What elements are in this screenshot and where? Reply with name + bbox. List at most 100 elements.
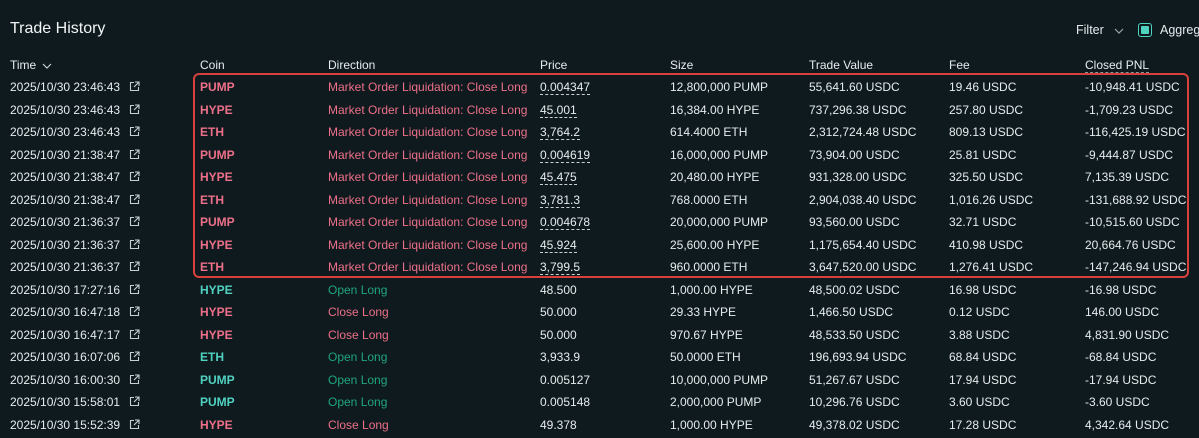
external-link-icon[interactable] — [129, 238, 140, 250]
filter-button[interactable]: Filter — [1076, 23, 1104, 37]
time-cell: 2025/10/30 15:58:01 — [10, 395, 121, 409]
direction-cell: Open Long — [328, 372, 388, 387]
column-header: Size — [670, 58, 694, 72]
size-cell: 614.4000 ETH — [670, 125, 748, 139]
direction-cell: Market Order Liquidation: Close Long — [328, 215, 528, 229]
fee-cell: 257.80 USDC — [949, 102, 1024, 117]
fee-cell: 17.94 USDC — [949, 372, 1017, 387]
price-cell: 50.000 — [540, 327, 577, 342]
column-header[interactable]: Time — [10, 58, 37, 72]
trade-value-cell: 737,296.38 USDC — [809, 102, 907, 117]
coin-cell: PUMP — [200, 395, 235, 409]
time-cell: 2025/10/30 21:36:37 — [10, 237, 121, 252]
fee-cell: 0.12 USDC — [949, 305, 1010, 319]
fee-cell: 19.46 USDC — [949, 80, 1017, 94]
column-header: Direction — [328, 58, 376, 72]
coin-cell: HYPE — [200, 305, 233, 319]
trade-value-cell: 55,641.60 USDC — [809, 80, 900, 94]
price-cell: 0.005148 — [540, 395, 591, 409]
size-cell: 1,000.00 HYPE — [670, 417, 753, 432]
time-cell: 2025/10/30 23:46:43 — [10, 80, 121, 94]
time-cell: 2025/10/30 16:00:30 — [10, 372, 121, 387]
price-cell: 45.475 — [540, 170, 577, 185]
direction-cell: Open Long — [328, 350, 388, 364]
trade-value-cell: 49,378.02 USDC — [809, 417, 900, 432]
closed-pnl-cell: -116,425.19 USDC — [1085, 125, 1186, 139]
trade-value-cell: 2,312,724.48 USDC — [809, 125, 917, 139]
trade-value-cell: 931,328.00 USDC — [809, 170, 907, 184]
fee-cell: 16.98 USDC — [949, 282, 1017, 297]
time-cell: 2025/10/30 21:38:47 — [10, 192, 121, 207]
sort-chevron[interactable] — [42, 62, 52, 70]
column-header: Trade Value — [809, 58, 874, 72]
coin-cell: HYPE — [200, 237, 233, 252]
direction-cell: Market Order Liquidation: Close Long — [328, 102, 528, 117]
size-cell: 10,000,000 PUMP — [670, 372, 769, 387]
closed-pnl-cell: 146.00 USDC — [1085, 305, 1160, 319]
time-cell: 2025/10/30 21:38:47 — [10, 170, 121, 184]
external-link-icon[interactable] — [129, 103, 140, 115]
fee-cell: 1,276.41 USDC — [949, 260, 1034, 274]
direction-cell: Market Order Liquidation: Close Long — [328, 80, 528, 94]
external-link-icon[interactable] — [129, 126, 140, 137]
size-cell: 16,000,000 PUMP — [670, 147, 769, 162]
coin-cell: PUMP — [200, 215, 235, 229]
direction-cell: Market Order Liquidation: Close Long — [328, 147, 528, 162]
trade-value-cell: 1,175,654.40 USDC — [809, 237, 917, 252]
fee-cell: 3.88 USDC — [949, 327, 1010, 342]
direction-cell: Market Order Liquidation: Close Long — [328, 237, 528, 252]
trade-value-cell: 48,533.50 USDC — [809, 327, 900, 342]
coin-cell: HYPE — [200, 282, 233, 297]
closed-pnl-cell: -10,948.41 USDC — [1085, 80, 1180, 94]
fee-cell: 809.13 USDC — [949, 125, 1024, 139]
closed-pnl-cell: -16.98 USDC — [1085, 282, 1157, 297]
closed-pnl-cell: -3.60 USDC — [1085, 395, 1150, 409]
external-link-icon[interactable] — [129, 148, 140, 160]
external-link-icon[interactable] — [129, 283, 140, 295]
fee-cell: 68.84 USDC — [949, 350, 1017, 364]
time-cell: 2025/10/30 21:38:47 — [10, 147, 121, 162]
coin-cell: ETH — [200, 350, 224, 364]
size-cell: 12,800,000 PUMP — [670, 80, 769, 94]
trade-value-cell: 93,560.00 USDC — [809, 215, 900, 229]
coin-cell: HYPE — [200, 102, 233, 117]
trade-value-cell: 10,296.76 USDC — [809, 395, 900, 409]
time-cell: 2025/10/30 16:07:06 — [10, 350, 121, 364]
external-link-icon[interactable] — [129, 81, 140, 92]
closed-pnl-cell: -1,709.23 USDC — [1085, 102, 1174, 117]
external-link-icon[interactable] — [129, 171, 140, 182]
aggregate-checkbox[interactable] — [1138, 23, 1152, 37]
closed-pnl-cell: -10,515.60 USDC — [1085, 215, 1180, 229]
highlight-box — [193, 73, 1189, 278]
direction-cell: Close Long — [328, 305, 389, 319]
external-link-icon[interactable] — [129, 306, 140, 317]
closed-pnl-cell: 7,135.39 USDC — [1085, 170, 1170, 184]
closed-pnl-cell: 4,342.64 USDC — [1085, 417, 1170, 432]
external-link-icon[interactable] — [129, 351, 140, 362]
fee-cell: 25.81 USDC — [949, 147, 1017, 162]
external-link-icon[interactable] — [129, 373, 140, 385]
direction-cell: Market Order Liquidation: Close Long — [328, 170, 528, 184]
price-cell: 0.004619 — [540, 147, 591, 163]
fee-cell: 32.71 USDC — [949, 215, 1017, 229]
external-link-icon[interactable] — [129, 216, 140, 227]
price-cell: 0.005127 — [540, 372, 591, 387]
trade-value-cell: 2,904,038.40 USDC — [809, 192, 917, 207]
fee-cell: 17.28 USDC — [949, 417, 1017, 432]
time-cell: 2025/10/30 16:47:18 — [10, 305, 121, 319]
time-cell: 2025/10/30 23:46:43 — [10, 102, 121, 117]
direction-cell: Open Long — [328, 395, 388, 409]
trade-value-cell: 3,647,520.00 USDC — [809, 260, 917, 274]
external-link-icon[interactable] — [129, 418, 140, 430]
size-cell: 16,384.00 HYPE — [670, 102, 760, 117]
column-header: Closed PNL — [1085, 58, 1150, 73]
external-link-icon[interactable] — [129, 193, 140, 205]
external-link-icon[interactable] — [129, 328, 140, 340]
external-link-icon[interactable] — [129, 396, 140, 407]
price-cell: 0.004347 — [540, 80, 591, 95]
coin-cell: HYPE — [200, 170, 233, 184]
time-cell: 2025/10/30 21:36:37 — [10, 215, 121, 229]
fee-cell: 1,016.26 USDC — [949, 192, 1034, 207]
external-link-icon[interactable] — [129, 261, 140, 272]
price-cell: 48.500 — [540, 282, 577, 297]
